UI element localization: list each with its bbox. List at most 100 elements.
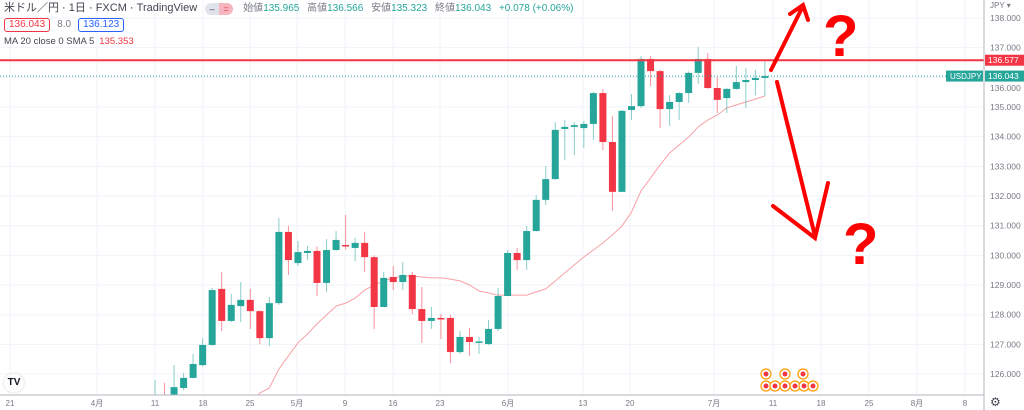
- candle-body: [685, 72, 693, 94]
- candle-up: [561, 120, 569, 161]
- price-tick-label: 128.000: [990, 310, 1021, 320]
- candle-body: [751, 77, 759, 81]
- candle-down: [713, 77, 721, 113]
- header-toggle[interactable]: – =: [205, 2, 234, 15]
- candle-body: [427, 317, 435, 321]
- candle-up: [570, 122, 578, 156]
- candle-down: [313, 246, 321, 297]
- candle-body: [485, 328, 493, 345]
- event-flag-icon[interactable]: [760, 368, 772, 380]
- equals-icon[interactable]: =: [219, 2, 234, 15]
- candle-down: [246, 288, 254, 329]
- change-value: +0.078 (+0.06%): [498, 3, 574, 14]
- candle-body: [456, 336, 464, 353]
- currency-selector[interactable]: JPY ▾: [990, 1, 1011, 10]
- candle-body: [637, 58, 645, 107]
- candle-up: [694, 47, 702, 84]
- chart-header: 米ドル／円 · 1日 · FXCM · TradingView – = 始値135…: [4, 2, 578, 15]
- price-tick-label: 137.000: [990, 43, 1021, 53]
- candle-body: [437, 317, 445, 320]
- up-arrow: [769, 4, 805, 72]
- candle-up: [685, 71, 693, 103]
- event-flag-icon[interactable]: [789, 380, 801, 392]
- candle-down: [218, 271, 226, 332]
- price-tick-label: 133.000: [990, 161, 1021, 171]
- candle-down: [465, 328, 473, 356]
- candle-up: [666, 95, 674, 126]
- time-tick-label: 25: [246, 399, 255, 408]
- candle-body: [666, 101, 674, 110]
- candle-body: [351, 242, 359, 248]
- tradingview-logo[interactable]: TV: [4, 374, 24, 392]
- candle-up: [485, 320, 493, 345]
- candle-up: [180, 372, 188, 391]
- trade-buttons: 136.043 8.0 136.123: [4, 18, 125, 32]
- candle-body: [332, 239, 340, 251]
- high-label: 高値: [307, 3, 328, 14]
- price-tick-label: 126.000: [990, 369, 1021, 379]
- event-flag-icon[interactable]: [769, 380, 781, 392]
- event-dot: [782, 371, 788, 377]
- low-value: 135.323: [391, 3, 428, 14]
- indicator-label: MA 20 close 0 SMA 5: [4, 36, 95, 47]
- candle-down: [389, 266, 397, 291]
- event-dot: [782, 383, 788, 389]
- event-flag-icon[interactable]: [779, 380, 791, 392]
- candle-down: [256, 310, 264, 345]
- price-tick-label: 127.000: [990, 339, 1021, 349]
- price-axis[interactable]: 138.000 137.000 136.000 135.000 134.000 133.0…: [990, 13, 1021, 379]
- candle-body: [208, 290, 216, 345]
- indicator-legend[interactable]: MA 20 close 0 SMA 5 135.353: [4, 36, 134, 47]
- candle-body: [199, 344, 207, 366]
- event-flag-icon[interactable]: [807, 380, 819, 392]
- candle-body: [170, 387, 178, 395]
- candle-body: [618, 110, 626, 192]
- interval[interactable]: 1日: [68, 2, 86, 14]
- candle-body: [342, 244, 350, 247]
- time-tick-label: 16: [389, 399, 398, 408]
- candle-up: [551, 122, 559, 180]
- candle-body: [608, 142, 616, 192]
- time-axis[interactable]: 21 4月 11 18 25 5月 9 16 23 6月 13 20 7月 11 18 25 8月 8: [6, 399, 968, 408]
- candle-body: [570, 125, 578, 127]
- candle-body: [551, 129, 559, 180]
- price-tick-label: 136.000: [990, 83, 1021, 93]
- candle-up: [589, 91, 597, 140]
- candle-body: [742, 80, 750, 83]
- sell-button[interactable]: 136.043: [4, 18, 51, 32]
- candle-down: [361, 231, 369, 272]
- candle-up: [332, 231, 340, 251]
- time-tick-label: 18: [817, 399, 826, 408]
- last-price-label: USDJPY 136.043: [946, 70, 1024, 82]
- candle-down: [599, 88, 607, 151]
- open-value: 135.965: [263, 3, 300, 14]
- buy-button[interactable]: 136.123: [78, 18, 125, 32]
- candle-up: [761, 60, 769, 97]
- candle-up: [237, 282, 245, 323]
- candle-up: [399, 261, 407, 291]
- data-source: TradingView: [136, 2, 198, 14]
- candle-body: [408, 274, 416, 310]
- event-flag-icon[interactable]: [797, 368, 809, 380]
- time-tick-label: 18: [199, 399, 208, 408]
- economic-events[interactable]: [760, 368, 819, 392]
- event-flag-icon[interactable]: [779, 368, 791, 380]
- candle-body: [504, 252, 512, 297]
- candle-up: [303, 245, 311, 261]
- symbol-name[interactable]: 米ドル／円: [4, 2, 59, 14]
- candle-body: [313, 250, 321, 283]
- minus-icon[interactable]: –: [205, 2, 220, 15]
- candle-body: [237, 299, 245, 307]
- candle-body: [494, 296, 502, 329]
- candle-down: [513, 247, 521, 270]
- time-tick-label: 7月: [708, 399, 720, 408]
- candle-body: [303, 250, 311, 253]
- candle-down: [656, 69, 664, 129]
- candle-body: [561, 126, 569, 129]
- candle-up: [265, 296, 273, 347]
- candle-up: [751, 69, 759, 96]
- indicator-value: 135.353: [99, 36, 134, 47]
- settings-gear-icon[interactable]: ⚙: [990, 395, 1001, 409]
- candle-body: [227, 304, 235, 321]
